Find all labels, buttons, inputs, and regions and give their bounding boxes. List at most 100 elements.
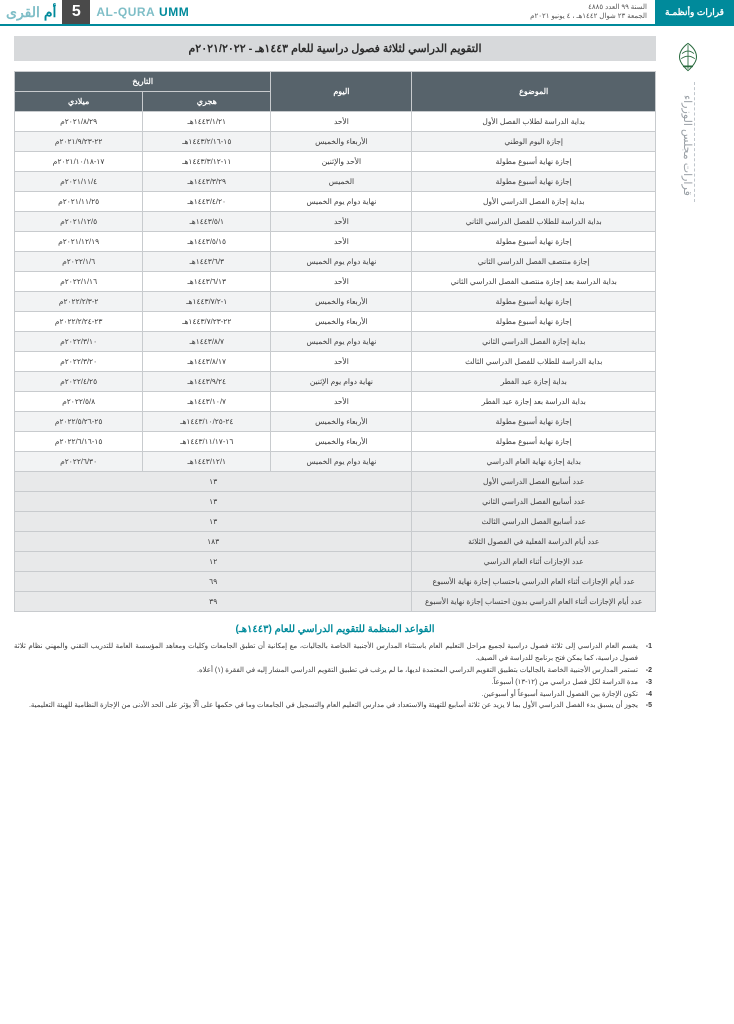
cell-greg: ٢٠٢٢/٥/٨م bbox=[15, 392, 143, 412]
cell-hijri: ١١-١٤٤٣/٣/١٢هـ bbox=[143, 152, 271, 172]
cell-greg: ٢٥-٢٠٢٢/٥/٢٦م bbox=[15, 412, 143, 432]
table-row: إجازة اليوم الوطنيالأربعاء والخميس١٥-١٤٤… bbox=[15, 132, 656, 152]
cell-day: الأربعاء والخميس bbox=[271, 432, 412, 452]
summary-subject: عدد أيام الإجازات أثناء العام الدراسي با… bbox=[412, 572, 656, 592]
rules-section: القواعد المنظمة للتقويم الدراسي للعام (١… bbox=[14, 624, 656, 712]
cell-subject: بداية إجازة عيد الفطر bbox=[412, 372, 656, 392]
table-row: بداية الدراسة للطلاب للفصل الدراسي الثان… bbox=[15, 212, 656, 232]
table-header: الموضوع اليوم التاريخ هجري ميلادي bbox=[15, 72, 656, 112]
brand-ar-1: أم bbox=[44, 4, 57, 21]
cell-subject: بداية الدراسة بعد إجازة منتصف الفصل الدر… bbox=[412, 272, 656, 292]
cell-subject: إجازة نهاية أسبوع مطولة bbox=[412, 172, 656, 192]
page-number: 5 bbox=[62, 0, 90, 24]
cell-day: الأحد والإثنين bbox=[271, 152, 412, 172]
summary-row: عدد أيام الدراسة الفعلية في الفصول الثلا… bbox=[15, 532, 656, 552]
cell-greg: ٢٠٢٢/١/٦م bbox=[15, 252, 143, 272]
cell-greg: ٢٠٢٢/٣/١٠م bbox=[15, 332, 143, 352]
cell-day: نهاية دوام يوم الخميس bbox=[271, 332, 412, 352]
summary-value: ١٣ bbox=[15, 472, 412, 492]
rule-item: مدة الدراسة لكل فصل دراسي من (١٢-١٣) أسب… bbox=[14, 677, 652, 689]
cell-greg: ٢٠٢١/١٢/٥م bbox=[15, 212, 143, 232]
cell-greg: ٢٠٢٢/٦/٣٠م bbox=[15, 452, 143, 472]
cell-hijri: ١-١٤٤٣/٧/٢هـ bbox=[143, 292, 271, 312]
table-row: إجازة نهاية أسبوع مطولةالأحد١٤٤٣/٥/١٥هـ٢… bbox=[15, 232, 656, 252]
cell-hijri: ١٦-١٤٤٣/١١/١٧هـ bbox=[143, 432, 271, 452]
cell-greg: ١٧-٢٠٢١/١٠/١٨م bbox=[15, 152, 143, 172]
cell-greg: ٢٠٢١/٨/٢٩م bbox=[15, 112, 143, 132]
cell-subject: بداية إجازة الفصل الدراسي الأول bbox=[412, 192, 656, 212]
cell-subject: إجازة نهاية أسبوع مطولة bbox=[412, 312, 656, 332]
top-bar: قرارات وأنظمـة السنة ٩٩ العدد ٤٨٨٥ الجمع… bbox=[0, 0, 734, 26]
table-row: إجازة نهاية أسبوع مطولةالأربعاء والخميس١… bbox=[15, 292, 656, 312]
cell-day: الأربعاء والخميس bbox=[271, 412, 412, 432]
cell-hijri: ١٤٤٣/١/٢١هـ bbox=[143, 112, 271, 132]
cell-greg: ٢٠٢١/١١/٤م bbox=[15, 172, 143, 192]
cell-hijri: ٢٢-١٤٤٣/٧/٢٣هـ bbox=[143, 312, 271, 332]
col-gregorian: ميلادي bbox=[15, 92, 143, 112]
rule-item: تستمر المدارس الأجنبية الخاصة بالجاليات … bbox=[14, 665, 652, 677]
cell-subject: بداية الدراسة للطلاب للفصل الدراسي الثان… bbox=[412, 212, 656, 232]
cell-day: الأحد bbox=[271, 272, 412, 292]
brand-en: UMM AL-QURA bbox=[90, 0, 195, 24]
cell-hijri: ١٥-١٤٤٣/٢/١٦هـ bbox=[143, 132, 271, 152]
summary-row: عدد أيام الإجازات أثناء العام الدراسي بد… bbox=[15, 592, 656, 612]
cell-greg: ١٥-٢٠٢٢/٦/١٦م bbox=[15, 432, 143, 452]
issue-line-1: السنة ٩٩ العدد ٤٨٨٥ bbox=[203, 3, 647, 12]
cell-day: الخميس bbox=[271, 172, 412, 192]
cell-day: الأحد bbox=[271, 212, 412, 232]
summary-value: ٦٩ bbox=[15, 572, 412, 592]
table-row: إجازة نهاية أسبوع مطولةالخميس١٤٤٣/٣/٢٩هـ… bbox=[15, 172, 656, 192]
rules-title: القواعد المنظمة للتقويم الدراسي للعام (١… bbox=[14, 624, 656, 635]
summary-row: عدد أسابيع الفصل الدراسي الأول١٣ bbox=[15, 472, 656, 492]
table-row: بداية الدراسة بعد إجازة عيد الفطرالأحد١٤… bbox=[15, 392, 656, 412]
cell-subject: إجازة نهاية أسبوع مطولة bbox=[412, 152, 656, 172]
cell-hijri: ١٤٤٣/٩/٢٤هـ bbox=[143, 372, 271, 392]
cell-subject: إجازة نهاية أسبوع مطولة bbox=[412, 432, 656, 452]
cell-greg: ٢٠٢١/١٢/١٩م bbox=[15, 232, 143, 252]
summary-row: عدد أسابيع الفصل الدراسي الثاني١٣ bbox=[15, 492, 656, 512]
summary-subject: عدد أسابيع الفصل الدراسي الثاني bbox=[412, 492, 656, 512]
summary-value: ١٣ bbox=[15, 512, 412, 532]
cell-greg: ٢٠٢٢/٣/٢٠م bbox=[15, 352, 143, 372]
brand-ar-2: القرى bbox=[6, 4, 40, 21]
cell-day: الأحد bbox=[271, 232, 412, 252]
table-row: بداية إجازة عيد الفطرنهاية دوام يوم الإث… bbox=[15, 372, 656, 392]
summary-value: ٣٩ bbox=[15, 592, 412, 612]
summary-subject: عدد أسابيع الفصل الدراسي الأول bbox=[412, 472, 656, 492]
table-row: بداية الدراسة بعد إجازة منتصف الفصل الدر… bbox=[15, 272, 656, 292]
brand-en-1: UMM bbox=[159, 5, 189, 19]
cell-hijri: ٢٤-١٤٤٣/١٠/٢٥هـ bbox=[143, 412, 271, 432]
cell-day: الأربعاء والخميس bbox=[271, 312, 412, 332]
cell-day: نهاية دوام يوم الخميس bbox=[271, 192, 412, 212]
cell-greg: ٢٣-٢٠٢٢/٢/٢٤م bbox=[15, 312, 143, 332]
cell-subject: بداية الدراسة للطلاب للفصل الدراسي الثال… bbox=[412, 352, 656, 372]
cell-hijri: ١٤٤٣/٨/١٧هـ bbox=[143, 352, 271, 372]
cell-day: الأحد bbox=[271, 392, 412, 412]
cell-hijri: ١٤٤٣/٦/١٣هـ bbox=[143, 272, 271, 292]
summary-subject: عدد أسابيع الفصل الدراسي الثالث bbox=[412, 512, 656, 532]
cell-subject: إجازة منتصف الفصل الدراسي الثاني bbox=[412, 252, 656, 272]
cell-hijri: ١٤٤٣/٨/٧هـ bbox=[143, 332, 271, 352]
cell-subject: بداية إجازة نهاية العام الدراسي bbox=[412, 452, 656, 472]
cell-day: نهاية دوام يوم الخميس bbox=[271, 452, 412, 472]
summary-value: ١٣ bbox=[15, 492, 412, 512]
sidebar: قرارات مجلس الوزراء bbox=[656, 36, 720, 712]
table-row: إجازة نهاية أسبوع مطولةالأربعاء والخميس٢… bbox=[15, 412, 656, 432]
cell-day: الأحد bbox=[271, 112, 412, 132]
cell-subject: إجازة نهاية أسبوع مطولة bbox=[412, 292, 656, 312]
cell-subject: إجازة اليوم الوطني bbox=[412, 132, 656, 152]
col-day: اليوم bbox=[271, 72, 412, 112]
sidebar-vertical-text: قرارات مجلس الوزراء bbox=[681, 82, 695, 202]
rule-item: يقسم العام الدراسي إلى ثلاثة فصول دراسية… bbox=[14, 641, 652, 665]
cell-day: الأحد bbox=[271, 352, 412, 372]
summary-value: ١٨٣ bbox=[15, 532, 412, 552]
cell-greg: ٢٠٢٢/١/١٦م bbox=[15, 272, 143, 292]
cell-day: نهاية دوام يوم الخميس bbox=[271, 252, 412, 272]
cell-hijri: ١٤٤٣/٤/٢٠هـ bbox=[143, 192, 271, 212]
summary-row: عدد أيام الإجازات أثناء العام الدراسي با… bbox=[15, 572, 656, 592]
cell-greg: ٢٠٢١/١١/٢٥م bbox=[15, 192, 143, 212]
table-row: بداية إجازة الفصل الدراسي الأولنهاية دوا… bbox=[15, 192, 656, 212]
table-row: بداية الدراسة لطلاب الفصل الأولالأحد١٤٤٣… bbox=[15, 112, 656, 132]
cell-day: الأربعاء والخميس bbox=[271, 132, 412, 152]
cell-subject: بداية إجازة الفصل الدراسي الثاني bbox=[412, 332, 656, 352]
